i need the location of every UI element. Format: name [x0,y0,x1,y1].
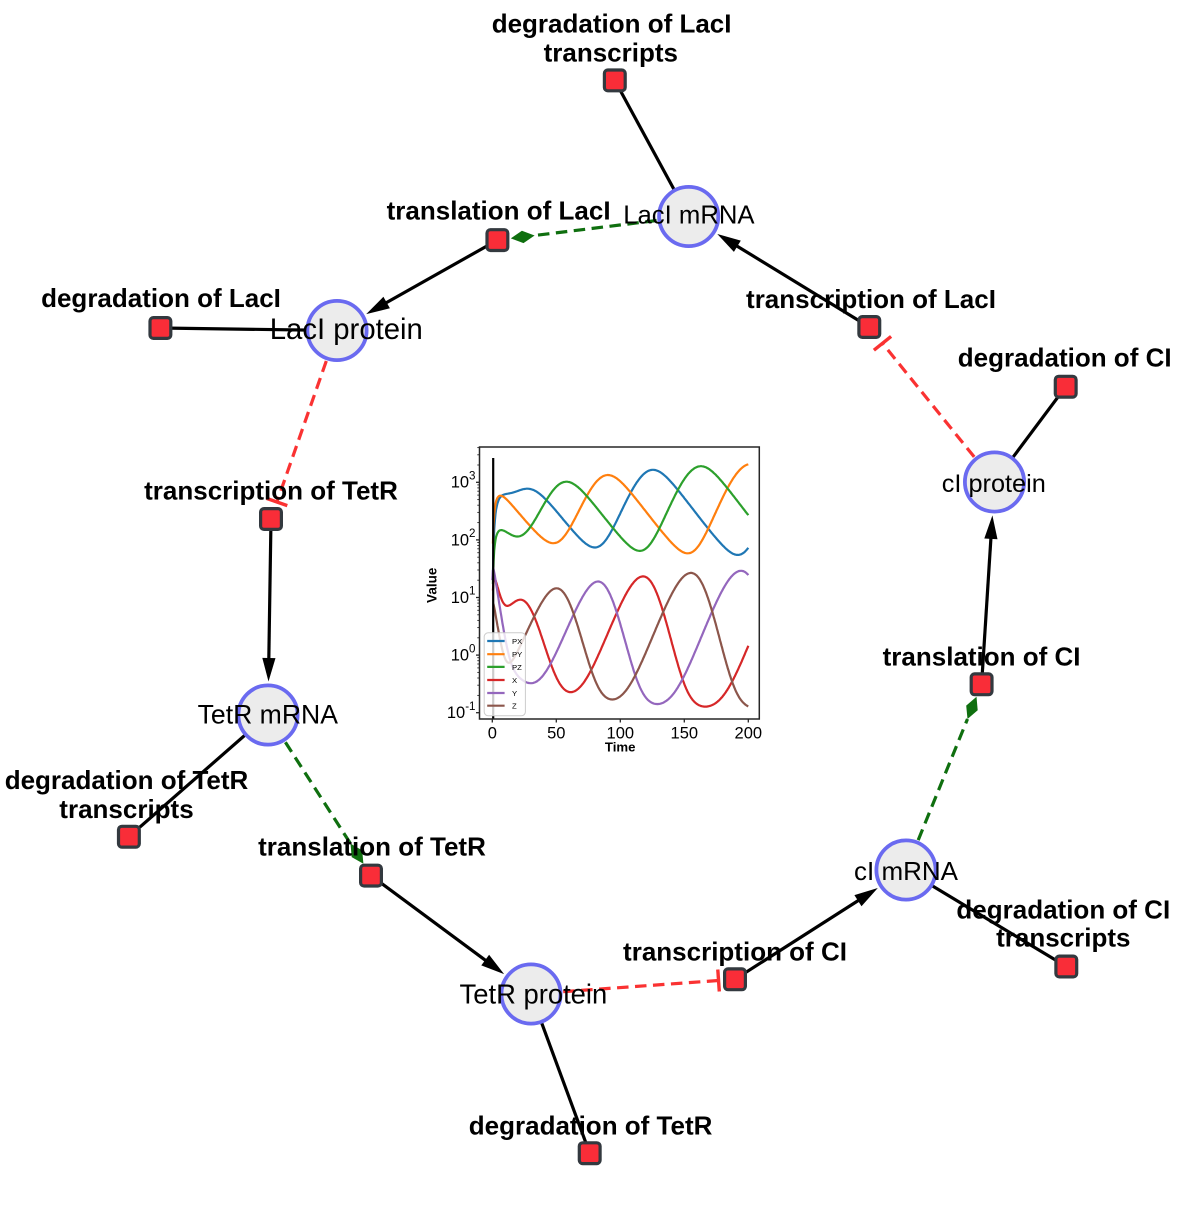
svg-text:cI protein: cI protein [942,470,1046,498]
svg-text:Z: Z [512,702,517,711]
svg-text:transcripts: transcripts [59,794,193,824]
svg-text:degradation of CI: degradation of CI [958,342,1172,372]
svg-text:translation of LacI: translation of LacI [387,195,611,225]
svg-text:LacI mRNA: LacI mRNA [623,202,755,230]
svg-text:degradation of TetR: degradation of TetR [5,765,249,795]
svg-text:TetR mRNA: TetR mRNA [198,700,339,730]
svg-text:0: 0 [488,724,497,742]
svg-text:X: X [512,676,517,685]
svg-text:transcription of TetR: transcription of TetR [144,475,398,505]
svg-text:50: 50 [547,724,565,742]
svg-text:degradation of LacI: degradation of LacI [492,9,732,39]
svg-text:PX: PX [512,637,522,646]
svg-text:transcripts: transcripts [996,923,1130,953]
svg-text:cI mRNA: cI mRNA [854,856,959,886]
svg-text:PY: PY [512,650,522,659]
svg-text:PZ: PZ [512,663,522,672]
svg-text:translation of CI: translation of CI [883,641,1081,671]
svg-text:Y: Y [512,689,517,698]
svg-text:transcription of CI: transcription of CI [623,936,847,966]
svg-text:TetR protein: TetR protein [460,978,608,1009]
svg-text:degradation of TetR: degradation of TetR [469,1111,713,1141]
svg-text:150: 150 [671,724,699,742]
svg-text:200: 200 [735,724,763,742]
svg-text:transcription of LacI: transcription of LacI [746,284,996,314]
svg-text:translation of TetR: translation of TetR [258,832,486,862]
svg-text:transcripts: transcripts [544,37,678,67]
svg-text:degradation of LacI: degradation of LacI [41,283,281,313]
svg-text:Value: Value [424,567,439,603]
svg-text:100: 100 [607,724,635,742]
svg-text:LacI protein: LacI protein [270,313,423,346]
svg-text:Time: Time [605,740,636,755]
svg-text:degradation of CI: degradation of CI [956,895,1170,925]
